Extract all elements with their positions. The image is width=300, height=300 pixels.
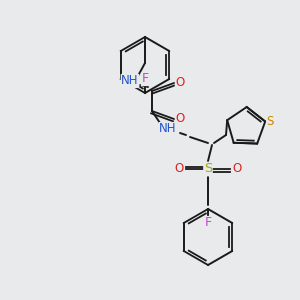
Text: S: S: [266, 115, 274, 128]
Text: NH: NH: [121, 74, 139, 88]
Text: S: S: [204, 163, 212, 176]
Text: O: O: [174, 163, 184, 176]
Text: O: O: [232, 163, 242, 176]
Text: O: O: [176, 76, 184, 89]
Text: O: O: [176, 112, 184, 125]
Text: NH: NH: [159, 122, 177, 136]
Text: F: F: [141, 73, 148, 85]
Text: F: F: [204, 217, 211, 230]
